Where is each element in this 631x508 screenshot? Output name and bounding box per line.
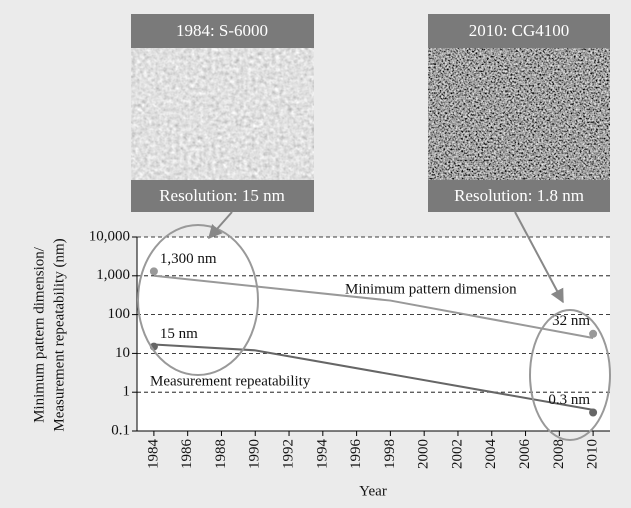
data-point — [589, 408, 597, 416]
x-tick-label: 1986 — [179, 439, 195, 470]
x-tick-label: 1988 — [213, 439, 229, 469]
x-tick-label: 1996 — [348, 439, 364, 470]
x-tick-label: 2002 — [449, 439, 465, 469]
x-tick-label: 2010 — [585, 439, 601, 469]
x-tick-label: 1990 — [247, 439, 263, 469]
y-tick-label: 0.1 — [111, 422, 130, 438]
x-tick-label: 1984 — [145, 439, 161, 470]
series-label: Measurement repeatability — [150, 373, 311, 389]
x-tick-label: 2008 — [551, 439, 567, 469]
x-tick-label: 2004 — [483, 439, 499, 470]
value-label: 15 nm — [160, 326, 198, 342]
y-axis-label: Measurement repeatability (nm) — [51, 238, 67, 431]
image-caption: Resolution: 15 nm — [159, 186, 285, 205]
figure: 1984: S-6000 Resolution: 15 nm 2010: CG4… — [0, 0, 631, 508]
x-tick-label: 1994 — [314, 439, 330, 470]
x-tick-label: 1998 — [382, 439, 398, 469]
y-tick-label: 10 — [115, 345, 130, 361]
data-point — [589, 330, 597, 338]
image-title: 1984: S-6000 — [176, 21, 268, 40]
y-tick-label: 1 — [123, 384, 131, 400]
y-tick-label: 10,000 — [89, 228, 130, 244]
x-tick-label: 2006 — [517, 439, 533, 470]
y-tick-label: 100 — [108, 306, 131, 322]
value-label: 0.3 nm — [548, 392, 590, 408]
x-tick-label: 2000 — [416, 439, 432, 469]
photo-panel: 2010: CG4100 Resolution: 1.8 nm — [428, 14, 610, 212]
y-axis-label: Minimum pattern dimension/ — [31, 246, 47, 423]
photo-panel: 1984: S-6000 Resolution: 15 nm — [131, 14, 314, 212]
image-caption: Resolution: 1.8 nm — [454, 186, 584, 205]
data-point — [150, 267, 158, 275]
value-label: 32 nm — [552, 313, 590, 329]
x-axis-label: Year — [359, 483, 387, 499]
x-tick-label: 1992 — [280, 439, 296, 469]
series-label: Minimum pattern dimension — [345, 281, 517, 297]
value-label: 1,300 nm — [160, 251, 217, 267]
image-title: 2010: CG4100 — [469, 21, 570, 40]
y-tick-label: 1,000 — [96, 267, 130, 283]
